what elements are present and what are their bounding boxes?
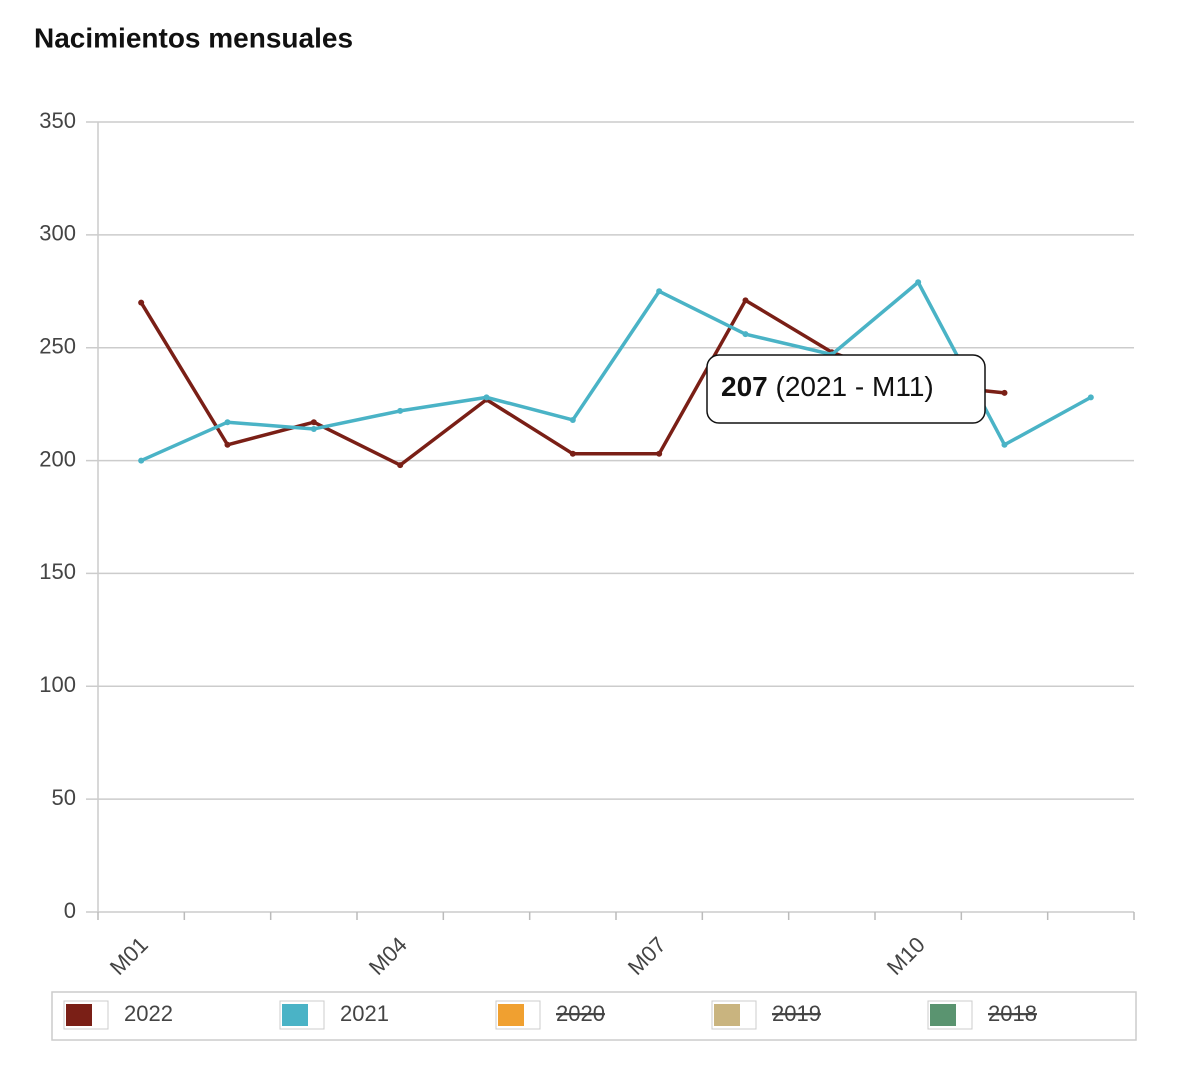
point <box>656 450 663 457</box>
point <box>397 407 404 414</box>
y-tick-label: 300 <box>39 221 76 246</box>
chart-title: Nacimientos mensuales <box>34 22 353 53</box>
point <box>138 457 145 464</box>
point <box>224 419 231 426</box>
point <box>569 416 576 423</box>
y-tick-label: 50 <box>52 785 76 810</box>
legend-swatch <box>66 1004 92 1026</box>
x-tick-label: M04 <box>364 932 412 980</box>
point <box>224 441 231 448</box>
point <box>742 331 749 338</box>
legend-swatch <box>930 1004 956 1026</box>
point <box>915 279 922 286</box>
y-tick-label: 0 <box>64 898 76 923</box>
point <box>569 450 576 457</box>
point <box>310 419 317 426</box>
point <box>656 288 663 295</box>
series-line <box>140 280 1092 463</box>
tooltip-text: 207 (2021 - M11) <box>721 371 934 402</box>
point <box>1001 441 1008 448</box>
point <box>138 299 145 306</box>
legend-swatch <box>714 1004 740 1026</box>
point <box>483 394 490 401</box>
tooltip-box <box>706 354 986 424</box>
y-tick-label: 350 <box>39 108 76 133</box>
y-tick-label: 150 <box>39 559 76 584</box>
tooltip-label: (2021 - M11) <box>776 371 934 402</box>
y-tick-label: 100 <box>39 672 76 697</box>
point <box>1001 389 1008 396</box>
point <box>397 462 404 469</box>
legend-label: 2020 <box>556 1001 605 1026</box>
point <box>310 425 317 432</box>
legend-swatch <box>498 1004 524 1026</box>
legend-label: 2019 <box>772 1001 821 1026</box>
legend-label: 2022 <box>124 1001 173 1026</box>
tooltip-value: 207 <box>721 371 768 402</box>
x-tick-label: M01 <box>105 932 153 980</box>
legend-label: 2018 <box>988 1001 1037 1026</box>
point <box>1087 394 1094 401</box>
y-tick-label: 200 <box>39 446 76 471</box>
y-tick-label: 250 <box>39 334 76 359</box>
legend-label: 2021 <box>340 1001 389 1026</box>
x-tick-label: M07 <box>623 932 671 980</box>
legend-swatch <box>282 1004 308 1026</box>
x-tick-label: M10 <box>882 932 930 980</box>
point <box>742 297 749 304</box>
